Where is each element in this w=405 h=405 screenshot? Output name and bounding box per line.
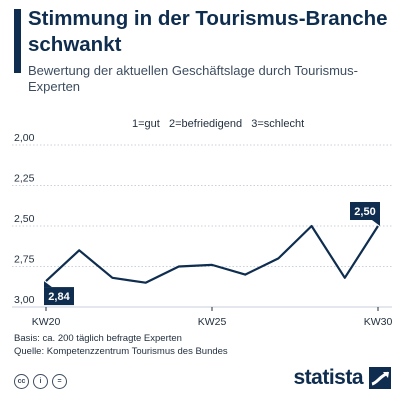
statista-mark-icon bbox=[369, 367, 391, 389]
y-tick-label: 3,00 bbox=[14, 294, 35, 306]
nd-icon[interactable]: = bbox=[52, 374, 67, 389]
data-label: 2,50 bbox=[350, 202, 380, 226]
data-label: 2,84 bbox=[44, 281, 74, 306]
y-tick-label: 2,50 bbox=[14, 213, 35, 225]
statista-logo[interactable]: statista bbox=[293, 366, 391, 390]
by-icon[interactable]: i bbox=[33, 374, 48, 389]
brand-name: statista bbox=[293, 366, 363, 389]
data-label-text: 2,84 bbox=[48, 291, 70, 303]
data-label-text: 2,50 bbox=[354, 206, 375, 218]
license-icons: cc i = bbox=[14, 374, 67, 389]
scale-note: 1=gut 2=befriedigend 3=schlecht bbox=[132, 118, 305, 130]
y-tick-label: 2,00 bbox=[14, 132, 35, 144]
x-tick-label: KW20 bbox=[32, 316, 61, 328]
chart-title: Stimmung in der Tourismus-Branche schwan… bbox=[28, 7, 388, 56]
series-line-layer bbox=[45, 224, 379, 284]
y-tick-labels: 2,00 2,25 2,50 2,75 3,00 bbox=[14, 132, 35, 306]
y-tick-label: 2,25 bbox=[14, 173, 35, 185]
chart-subtitle: Bewertung der aktuellen Geschäftslage du… bbox=[28, 63, 358, 94]
series-line bbox=[45, 224, 379, 284]
grid-layer bbox=[12, 144, 392, 308]
basis-note: Basis: ca. 200 täglich befragte Experten bbox=[14, 333, 182, 344]
data-label-box bbox=[350, 202, 380, 220]
x-tick-label: KW25 bbox=[198, 316, 227, 328]
x-tick-label: KW30 bbox=[364, 316, 393, 328]
data-label-box bbox=[44, 287, 74, 306]
data-label-layer: 2,84 2,50 bbox=[44, 202, 380, 306]
source-note: Quelle: Kompetenzzentrum Tourismus des B… bbox=[14, 346, 228, 357]
footer-notes: Basis: ca. 200 täglich befragte Experten… bbox=[14, 332, 228, 358]
title-accent-bar bbox=[14, 9, 21, 73]
x-tick-labels: KW20 KW25 KW30 bbox=[32, 307, 393, 328]
data-label-pointer bbox=[44, 281, 52, 288]
y-tick-label: 2,75 bbox=[14, 254, 35, 266]
cc-icon[interactable]: cc bbox=[14, 374, 29, 389]
data-label-pointer bbox=[372, 220, 380, 226]
